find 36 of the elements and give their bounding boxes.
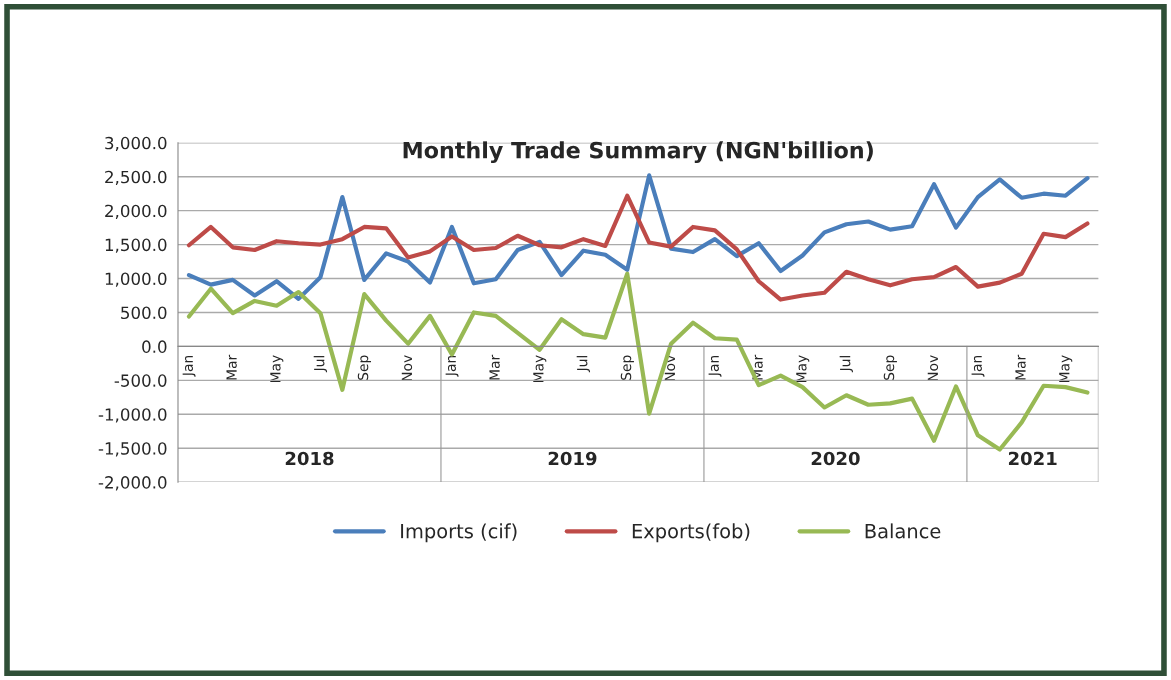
y-tick-label: 1,000.0 <box>105 272 167 287</box>
x-tick-label: Jul <box>576 356 591 373</box>
x-tick-label: May <box>1059 355 1073 383</box>
y-tick-label: 500.0 <box>121 306 167 320</box>
y-tick-label: 3,000.0 <box>105 136 167 152</box>
y-tick-label: -1,500.0 <box>98 442 167 457</box>
legend-label: Balance <box>865 523 941 539</box>
annotation: 2021 <box>1008 451 1057 466</box>
y-tick-label: 1,500.0 <box>105 238 167 253</box>
x-tick-label: Mar <box>226 354 237 380</box>
annotation: 2019 <box>548 451 597 466</box>
legend-label: Imports (cif) <box>401 523 517 543</box>
legend-label: Exports(fob) <box>632 523 750 543</box>
x-tick-label: Jul <box>313 356 328 373</box>
x-tick-label: Jul <box>839 356 853 373</box>
x-tick-label: May <box>533 355 547 383</box>
annotation: 2020 <box>811 451 860 466</box>
annotation: 2018 <box>285 451 334 466</box>
x-tick-label: Mar <box>489 354 500 380</box>
y-tick-label: -2,000.0 <box>98 476 167 491</box>
y-tick-label: 0.0 <box>142 340 167 353</box>
y-tick-label: -500.0 <box>114 374 167 387</box>
y-tick-label: 2,500.0 <box>105 170 167 185</box>
y-tick-label: 2,000.0 <box>105 204 167 219</box>
x-tick-label: Sep <box>883 355 897 380</box>
x-tick-label: Jan <box>182 355 196 377</box>
x-tick-label: Mar <box>1015 354 1026 380</box>
x-tick-label: May <box>796 355 810 383</box>
y-tick-label: -1,000.0 <box>98 408 167 423</box>
chart-title: Monthly Trade Summary (NGN'billion) <box>403 141 873 164</box>
x-tick-label: Sep <box>620 355 634 380</box>
x-tick-label: May <box>270 355 284 383</box>
x-tick-label: Jan <box>971 355 985 377</box>
x-tick-label: Jan <box>445 355 459 377</box>
x-tick-label: Jan <box>708 355 722 377</box>
x-tick-label: Sep <box>357 355 371 380</box>
